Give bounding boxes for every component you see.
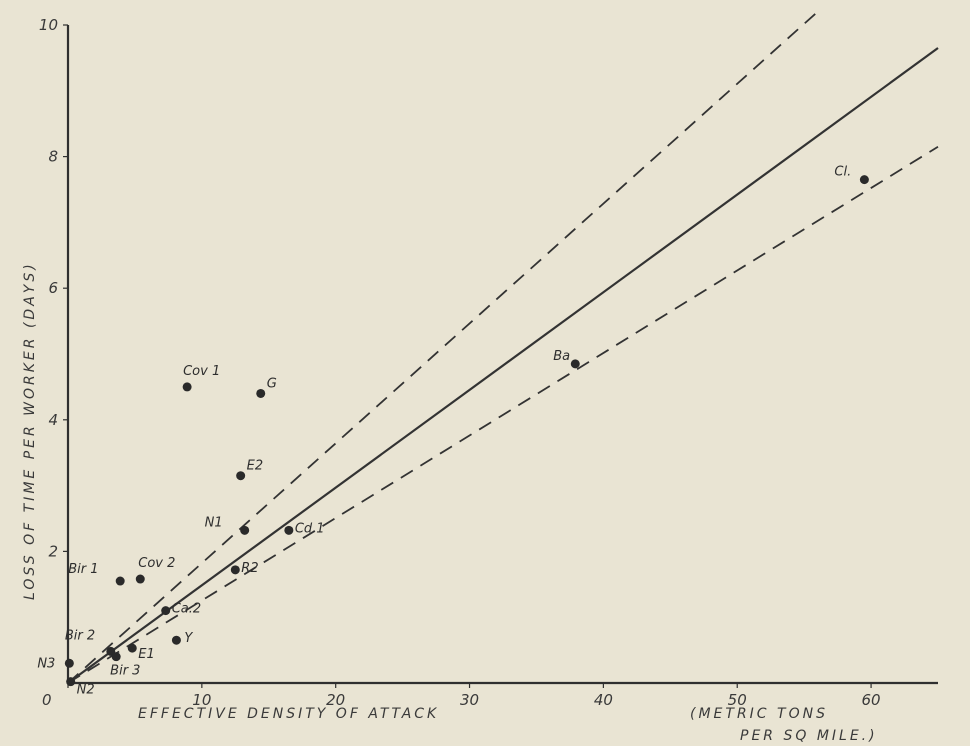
x-axis-units-line2: PER SQ MILE.)	[740, 728, 878, 744]
x-axis-label: EFFECTIVE DENSITY OF ATTACK	[138, 706, 439, 722]
data-point-label: N1	[205, 515, 223, 530]
data-point-label: Cd.1	[295, 521, 325, 536]
data-point	[230, 565, 240, 575]
regression-line	[67, 47, 939, 684]
data-point	[127, 643, 137, 653]
y-axis-label: LOSS OF TIME PER WORKER (DAYS)	[22, 261, 38, 600]
data-point	[859, 175, 869, 185]
data-point	[236, 471, 246, 481]
data-point-label: N3	[37, 656, 55, 671]
data-point	[284, 525, 294, 535]
data-point-label: E2	[247, 459, 264, 474]
data-point-label: Bir 1	[68, 562, 98, 577]
x-tick-label: 0	[42, 691, 52, 709]
data-point-label: Ca.2	[172, 602, 201, 617]
confidence-bound-line	[67, 145, 939, 684]
x-tick-label: 40	[594, 691, 613, 709]
y-tick-label: 2	[48, 542, 58, 560]
data-point-label: Cov 1	[183, 364, 220, 379]
tick-labels: 0 10 20 30 40 50 60 2 4 6 8 10	[39, 16, 881, 709]
data-point-label: Cl.	[834, 165, 851, 180]
axes	[66, 25, 938, 685]
x-axis-units-line1: (METRIC TONS	[690, 706, 828, 722]
x-tick-label: 60	[862, 691, 881, 709]
x-tick-label: 30	[460, 691, 479, 709]
data-point-label: Cov 2	[138, 556, 175, 571]
data-point-label: Y	[184, 631, 193, 646]
data-point	[171, 635, 181, 645]
y-tick-label: 4	[48, 411, 58, 429]
confidence-bound-line	[67, 11, 819, 684]
y-tick-label: 8	[48, 148, 58, 166]
data-point-label: Bir 3	[110, 664, 140, 679]
y-tick-label: 6	[48, 279, 58, 297]
data-point	[64, 658, 74, 668]
y-tick-label: 10	[39, 16, 58, 34]
data-point	[240, 525, 250, 535]
data-point-label: R2	[241, 561, 258, 576]
data-point	[135, 574, 145, 584]
data-point-label: N2	[77, 683, 95, 698]
data-point	[111, 652, 121, 662]
data-point-label: Bir 2	[65, 628, 95, 643]
x-tick-label: 10	[192, 691, 211, 709]
x-tick-label: 20	[326, 691, 345, 709]
x-tick-label: 50	[728, 691, 747, 709]
data-point	[161, 606, 171, 616]
data-point	[570, 359, 580, 369]
data-point-label: E1	[138, 647, 155, 662]
data-points: Cov 1 G E2 N1 Cd.1 R2 Cov 2 Bir 1 Ca.2 Y Bir 2 E1 Bi…	[37, 165, 869, 698]
data-point	[66, 677, 76, 687]
data-point-label: G	[267, 376, 277, 391]
fit-lines	[67, 11, 939, 684]
data-point	[256, 388, 266, 398]
data-point-label: Ba	[553, 349, 570, 364]
data-point	[115, 576, 125, 586]
data-point	[182, 382, 192, 392]
